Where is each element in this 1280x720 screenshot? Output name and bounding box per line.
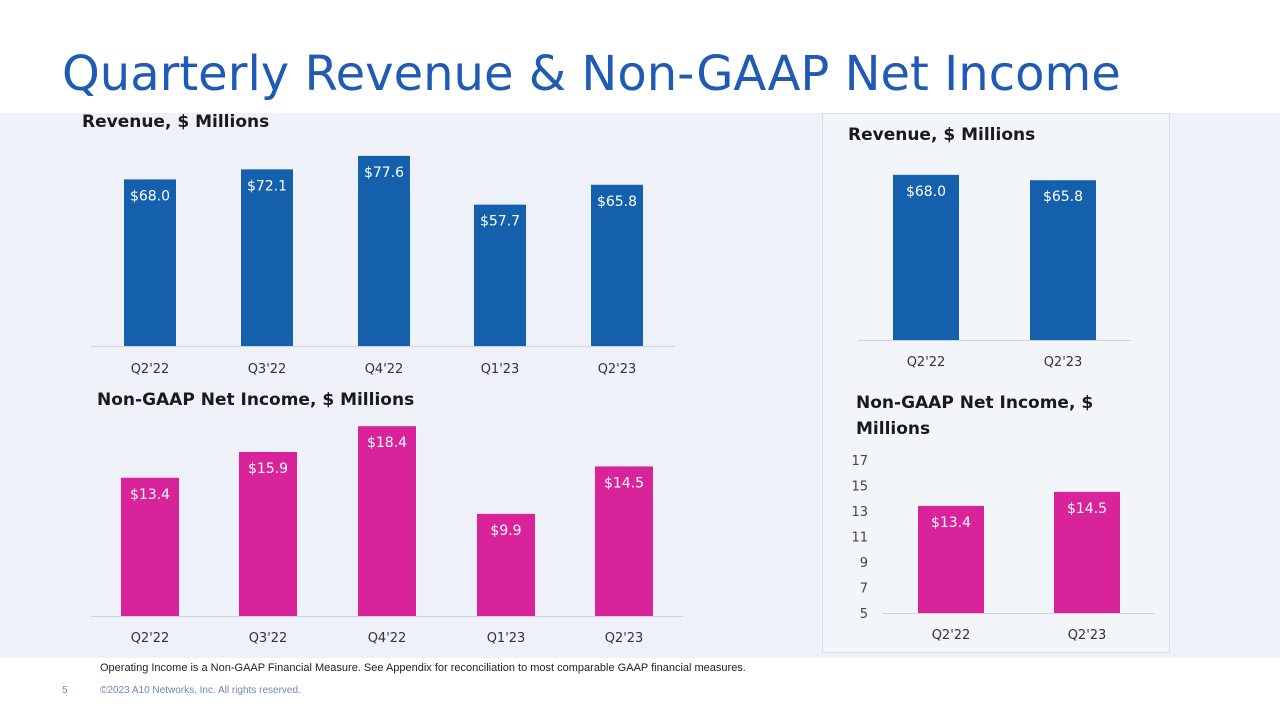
y-tick-label: 15: [851, 480, 868, 495]
category-label: Q2'23: [598, 362, 637, 377]
bar: [474, 204, 526, 346]
data-label: $13.4: [130, 487, 170, 503]
y-tick-label: 11: [851, 531, 868, 546]
revenue-chart-title: Revenue, $ Millions: [82, 112, 270, 132]
category-label: Q2'22: [131, 631, 170, 646]
footnote: Operating Income is a Non-GAAP Financial…: [100, 662, 746, 674]
category-label: Q2'23: [1068, 628, 1107, 643]
data-label: $15.9: [248, 461, 288, 477]
bar: [121, 477, 179, 616]
data-label: $65.8: [1043, 189, 1083, 205]
y-tick-label: 7: [860, 582, 868, 597]
category-label: Q2'22: [932, 628, 971, 643]
category-label: Q2'23: [605, 631, 644, 646]
slide-title: Quarterly Revenue & Non-GAAP Net Income: [62, 46, 1121, 102]
category-label: Q3'22: [249, 631, 288, 646]
data-label: $68.0: [906, 184, 946, 200]
data-label: $68.0: [130, 188, 170, 204]
data-label: $72.1: [247, 178, 287, 194]
bar: [1054, 491, 1120, 613]
bar: [893, 174, 959, 340]
bar: [477, 513, 535, 616]
data-label: $57.7: [480, 214, 520, 230]
data-label: $13.4: [931, 515, 971, 531]
bar: [918, 505, 984, 613]
bar: [595, 466, 653, 616]
data-label: $18.4: [367, 435, 407, 451]
bar: [239, 451, 297, 616]
y-tick-label: 5: [860, 607, 868, 622]
category-label: Q4'22: [365, 362, 404, 377]
income-yoy-chart-title: Non-GAAP Net Income, $ Millions: [856, 393, 1094, 439]
income-chart-title: Non-GAAP Net Income, $ Millions: [97, 390, 415, 410]
page-number: 5: [62, 685, 68, 696]
copyright: ©2023 A10 Networks, Inc. All rights rese…: [100, 685, 301, 696]
data-label: $9.9: [490, 523, 521, 539]
category-label: Q2'22: [907, 355, 946, 370]
bar: [591, 184, 643, 346]
data-label: $14.5: [1067, 501, 1107, 517]
y-tick-label: 13: [851, 505, 868, 520]
category-label: Q1'23: [487, 631, 526, 646]
category-label: Q3'22: [248, 362, 287, 377]
y-tick-label: 9: [860, 556, 868, 571]
bar: [358, 426, 416, 616]
bar: [241, 169, 293, 346]
revenue-yoy-chart-title: Revenue, $ Millions: [848, 125, 1036, 145]
category-label: Q1'23: [481, 362, 520, 377]
data-label: $65.8: [597, 194, 637, 210]
category-label: Q4'22: [368, 631, 407, 646]
bar: [358, 155, 410, 346]
data-label: $14.5: [604, 475, 644, 491]
category-label: Q2'23: [1044, 355, 1083, 370]
y-tick-label: 17: [851, 454, 868, 469]
category-label: Q2'22: [131, 362, 170, 377]
data-label: $77.6: [364, 165, 404, 181]
bar: [124, 179, 176, 346]
bar: [1030, 180, 1096, 340]
